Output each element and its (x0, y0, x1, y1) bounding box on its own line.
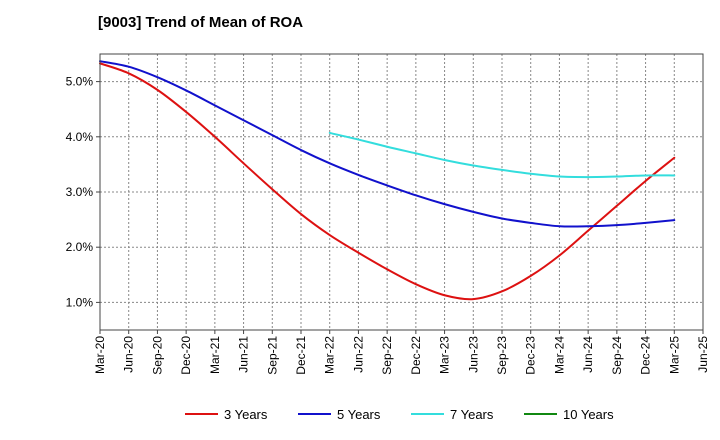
x-tick-label: Sep-23 (495, 336, 509, 375)
x-tick-label: Mar-23 (438, 336, 452, 374)
legend-label-5-years: 5 Years (337, 407, 381, 422)
legend: 3 Years 5 Years 7 Years 10 Years (185, 407, 614, 422)
x-tick-label: Dec-20 (179, 336, 193, 375)
x-tick-label: Jun-24 (581, 336, 595, 373)
x-tick-label: Dec-23 (524, 336, 538, 375)
x-axis-ticks: Mar-20 Jun-20 Sep-20 Dec-20 Mar-21 Jun-21 Sep-… (93, 330, 710, 375)
y-tick-label: 1.0% (66, 295, 94, 309)
x-tick-label: Mar-25 (667, 336, 681, 374)
series-line-7-years (328, 131, 676, 179)
x-tick-label: Dec-22 (409, 336, 423, 375)
x-tick-label: Mar-22 (323, 336, 337, 374)
x-tick-label: Jun-20 (122, 336, 136, 373)
x-tick-label: Sep-21 (265, 336, 279, 375)
y-tick-label: 2.0% (66, 240, 94, 254)
legend-label-10-years: 10 Years (563, 407, 614, 422)
x-tick-label: Dec-24 (639, 336, 653, 375)
x-tick-label: Mar-24 (552, 336, 566, 374)
x-tick-label: Jun-21 (237, 336, 251, 373)
x-tick-label: Dec-21 (294, 336, 308, 375)
series-line-5-years (99, 60, 676, 228)
chart-title: [9003] Trend of Mean of ROA (98, 14, 304, 31)
x-tick-label: Jun-25 (696, 336, 710, 373)
legend-label-3-years: 3 Years (224, 407, 268, 422)
x-tick-label: Jun-23 (466, 336, 480, 373)
series-lines (99, 60, 676, 301)
x-tick-label: Sep-22 (380, 336, 394, 375)
x-tick-label: Mar-20 (93, 336, 107, 374)
grid-lines (100, 54, 703, 330)
series-line-3-years (99, 62, 676, 301)
y-tick-label: 5.0% (66, 75, 94, 89)
x-tick-label: Sep-20 (150, 336, 164, 375)
y-tick-label: 4.0% (66, 130, 94, 144)
x-tick-label: Mar-21 (208, 336, 222, 374)
y-tick-label: 3.0% (66, 185, 94, 199)
y-axis-ticks: 1.0% 2.0% 3.0% 4.0% 5.0% (66, 75, 100, 309)
x-tick-label: Jun-22 (351, 336, 365, 373)
legend-label-7-years: 7 Years (450, 407, 494, 422)
x-tick-label: Sep-24 (610, 336, 624, 375)
